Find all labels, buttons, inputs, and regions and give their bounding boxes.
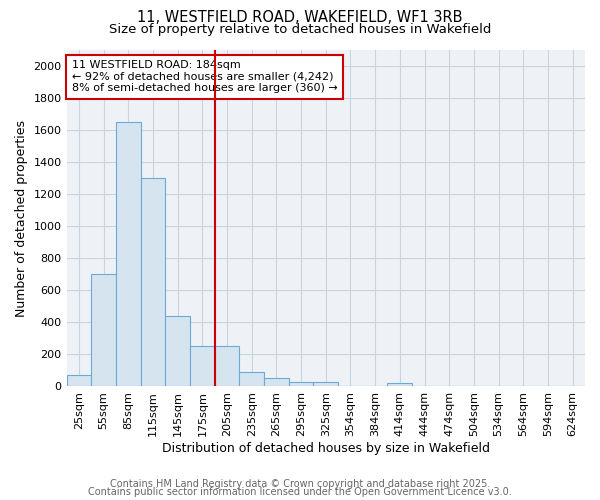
X-axis label: Distribution of detached houses by size in Wakefield: Distribution of detached houses by size … — [162, 442, 490, 455]
Text: Size of property relative to detached houses in Wakefield: Size of property relative to detached ho… — [109, 22, 491, 36]
Text: 11, WESTFIELD ROAD, WAKEFIELD, WF1 3RB: 11, WESTFIELD ROAD, WAKEFIELD, WF1 3RB — [137, 10, 463, 25]
Bar — [165, 316, 190, 386]
Bar — [215, 346, 239, 387]
Bar — [264, 378, 289, 386]
Bar — [239, 372, 264, 386]
Bar — [190, 346, 215, 387]
Bar — [388, 384, 412, 386]
Bar — [116, 122, 140, 386]
Bar — [140, 178, 165, 386]
Text: Contains HM Land Registry data © Crown copyright and database right 2025.: Contains HM Land Registry data © Crown c… — [110, 479, 490, 489]
Text: Contains public sector information licensed under the Open Government Licence v3: Contains public sector information licen… — [88, 487, 512, 497]
Text: 11 WESTFIELD ROAD: 184sqm
← 92% of detached houses are smaller (4,242)
8% of sem: 11 WESTFIELD ROAD: 184sqm ← 92% of detac… — [72, 60, 337, 94]
Bar — [289, 382, 313, 386]
Y-axis label: Number of detached properties: Number of detached properties — [15, 120, 28, 316]
Bar — [67, 375, 91, 386]
Bar — [91, 274, 116, 386]
Bar — [313, 382, 338, 386]
